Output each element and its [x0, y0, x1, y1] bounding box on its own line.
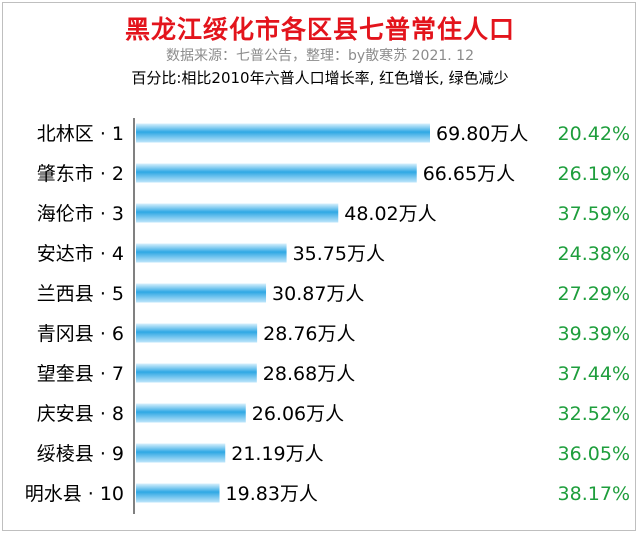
percent-label: 37.44%: [558, 363, 630, 385]
category-label: 安达市 · 4: [37, 243, 124, 265]
category-label: 兰西县 · 5: [37, 283, 124, 305]
category-label: 庆安县 · 8: [37, 403, 124, 425]
category-label: 明水县 · 10: [25, 483, 124, 505]
category-label: 肇东市 · 2: [37, 163, 124, 185]
value-label: 19.83万人: [226, 483, 318, 505]
bar: [136, 243, 287, 263]
percent-label: 32.52%: [558, 403, 630, 425]
bar: [136, 483, 220, 503]
category-label: 望奎县 · 7: [37, 363, 124, 385]
percent-label: 39.39%: [558, 323, 630, 345]
percent-label: 38.17%: [558, 483, 630, 505]
category-label: 海伦市 · 3: [37, 203, 124, 225]
bar: [136, 203, 339, 223]
value-label: 28.68万人: [263, 363, 355, 385]
chart-subtitle: 数据来源：七普公告，整理：by散寒苏 2021. 12: [166, 48, 474, 64]
bar: [136, 163, 417, 183]
bar: [136, 443, 226, 463]
chart-title: 黑龙江绥化市各区县七普常住人口: [124, 15, 515, 44]
bar: [136, 403, 246, 423]
category-label: 北林区 · 1: [37, 123, 124, 145]
bar: [136, 363, 257, 383]
chart-frame: [2, 2, 636, 531]
value-label: 26.06万人: [252, 403, 344, 425]
percent-label: 36.05%: [558, 443, 630, 465]
value-label: 30.87万人: [272, 283, 364, 305]
value-label: 28.76万人: [263, 323, 355, 345]
value-label: 66.65万人: [423, 163, 515, 185]
category-label: 青冈县 · 6: [37, 323, 124, 345]
percent-label: 24.38%: [558, 243, 630, 265]
bar: [136, 323, 258, 343]
chart-note: 百分比:相比2010年六普人口增长率, 红色增长, 绿色减少: [131, 69, 509, 87]
percent-label: 27.29%: [558, 283, 630, 305]
value-label: 35.75万人: [293, 243, 385, 265]
value-label: 48.02万人: [344, 203, 436, 225]
percent-label: 20.42%: [558, 123, 630, 145]
percent-label: 26.19%: [558, 163, 630, 185]
percent-label: 37.59%: [558, 203, 630, 225]
bar: [136, 123, 430, 143]
bar: [136, 283, 267, 303]
value-label: 69.80万人: [436, 123, 528, 145]
value-label: 21.19万人: [231, 443, 323, 465]
category-label: 绥棱县 · 9: [37, 443, 124, 465]
